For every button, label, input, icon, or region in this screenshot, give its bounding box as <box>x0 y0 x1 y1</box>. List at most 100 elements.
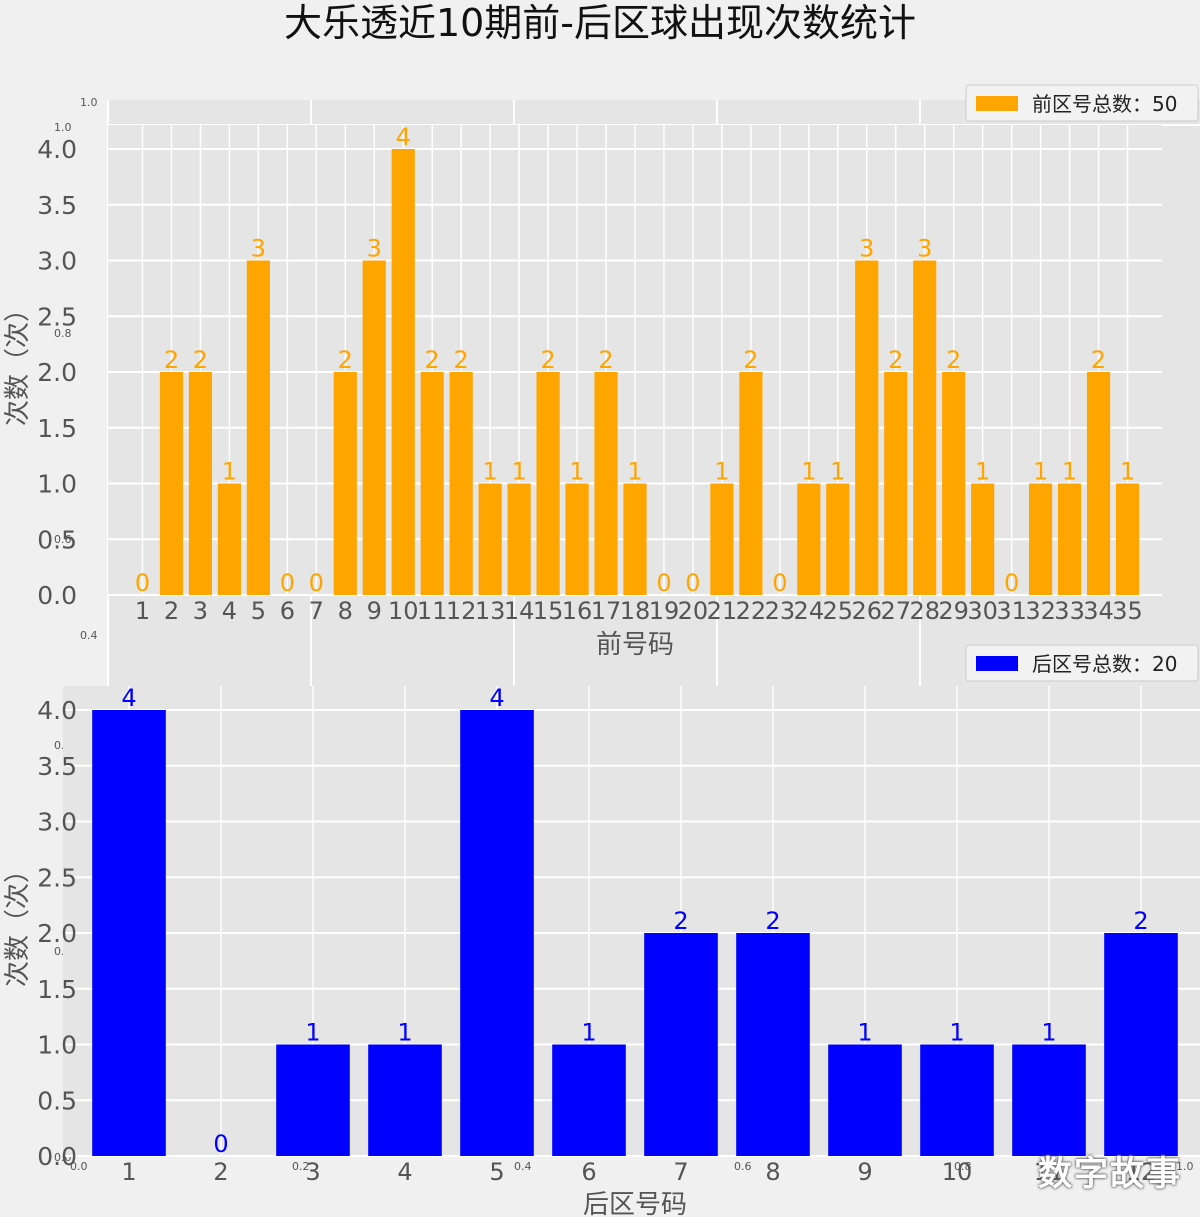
bar <box>362 260 386 595</box>
bar-value-label: 1 <box>397 1019 412 1047</box>
bar <box>333 372 357 595</box>
bar-value-label: 2 <box>946 346 961 374</box>
bar-value-label: 3 <box>859 235 874 263</box>
x-tick-label: 34 <box>1083 597 1114 625</box>
bar-value-label: 1 <box>1041 1019 1056 1047</box>
bar <box>1104 933 1178 1156</box>
bar-value-label: 1 <box>801 458 816 486</box>
x-tick-label: 8 <box>765 1158 780 1186</box>
x-tick-label: 5 <box>489 1158 504 1186</box>
bar <box>391 149 415 595</box>
x-tick-label: 28 <box>909 597 940 625</box>
x-tick-label: 11 <box>1034 1158 1065 1186</box>
bar-value-label: 1 <box>305 1019 320 1047</box>
x-tick-label: 17 <box>591 597 622 625</box>
bar-value-label: 1 <box>975 458 990 486</box>
bar-value-label: 2 <box>888 346 903 374</box>
x-axis-label: 后区号码 <box>583 1190 687 1217</box>
x-tick-label: 18 <box>620 597 651 625</box>
bar <box>420 372 444 595</box>
y-tick-label: 0.0 <box>37 581 77 610</box>
bar-value-label: 2 <box>338 346 353 374</box>
y-tick-label: 2.0 <box>37 919 77 948</box>
x-tick-label: 3 <box>305 1158 320 1186</box>
bar <box>478 483 502 595</box>
x-tick-label: 26 <box>851 597 882 625</box>
legend-box <box>965 84 1199 122</box>
bar <box>246 260 270 595</box>
bar-value-label: 0 <box>309 569 324 597</box>
x-tick-label: 2 <box>164 597 179 625</box>
ghost-tick-label: 0.6 <box>734 1160 752 1173</box>
watermark: 数字故事 <box>1038 1154 1182 1194</box>
bar-value-label: 2 <box>425 346 440 374</box>
bar <box>1012 1044 1086 1156</box>
x-tick-label: 9 <box>367 597 382 625</box>
bar-value-label: 0 <box>656 569 671 597</box>
y-axis-label: 次数（次） <box>3 296 33 426</box>
bar <box>971 483 995 595</box>
y-tick-label: 4.0 <box>37 696 77 725</box>
legend-label: 前区号总数：50 <box>1032 92 1177 116</box>
x-tick-label: 7 <box>309 597 324 625</box>
x-tick-label: 2 <box>213 1158 228 1186</box>
ghost-tick-label: 0.8 <box>954 1160 972 1173</box>
x-tick-label: 33 <box>1054 597 1085 625</box>
x-tick-label: 4 <box>397 1158 412 1186</box>
y-tick-label: 2.5 <box>37 302 77 331</box>
bar-value-label: 1 <box>830 458 845 486</box>
bar-value-label: 1 <box>511 458 526 486</box>
x-tick-label: 5 <box>251 597 266 625</box>
bar <box>217 483 241 595</box>
bar <box>276 1044 350 1156</box>
bar-value-label: 2 <box>540 346 555 374</box>
bar-value-label: 4 <box>489 684 504 712</box>
bar-value-label: 3 <box>917 235 932 263</box>
chart-title: 大乐透近10期前-后区球出现次数统计 <box>283 1 917 45</box>
y-tick-label: 0.5 <box>37 525 77 554</box>
bar <box>942 372 966 595</box>
bar-value-label: 0 <box>685 569 700 597</box>
bar <box>623 483 647 595</box>
x-tick-label: 16 <box>562 597 593 625</box>
x-tick-label: 31 <box>996 597 1027 625</box>
bar <box>536 372 560 595</box>
y-tick-label: 1.0 <box>37 1031 77 1060</box>
bar <box>828 1044 902 1156</box>
y-tick-label: 3.5 <box>37 191 77 220</box>
bar <box>460 710 534 1156</box>
chart-panel-2: 0.00.51.01.52.02.53.03.54.0 4102131445162… <box>3 644 1200 1217</box>
bar <box>1115 483 1140 595</box>
legend-swatch <box>976 656 1018 671</box>
x-tick-label: 35 <box>1112 597 1143 625</box>
ghost-tick-label: 1.0 <box>54 121 72 134</box>
chart-panel-1: 0.00.51.01.52.02.53.03.54.00122231435060… <box>3 84 1199 660</box>
bar <box>644 933 718 1156</box>
bar <box>1086 372 1111 595</box>
y-tick-label: 3.5 <box>37 752 77 781</box>
x-tick-label: 21 <box>707 597 738 625</box>
y-tick-label: 0.5 <box>37 1086 77 1115</box>
x-tick-label: 1 <box>121 1158 136 1186</box>
bar-value-label: 2 <box>765 907 780 935</box>
bar-value-label: 1 <box>581 1019 596 1047</box>
bar-value-label: 1 <box>714 458 729 486</box>
x-tick-label: 4 <box>222 597 237 625</box>
bar <box>736 933 810 1156</box>
bar <box>368 1044 442 1156</box>
bar <box>507 483 531 595</box>
bar-value-label: 1 <box>949 1019 964 1047</box>
ghost-tick-label: 0.0 <box>70 1160 88 1173</box>
bar-value-label: 1 <box>569 458 584 486</box>
bar <box>826 483 850 595</box>
legend-label: 后区号总数：20 <box>1032 652 1177 676</box>
bar-value-label: 4 <box>396 123 411 151</box>
bar-value-label: 2 <box>193 346 208 374</box>
x-tick-label: 14 <box>504 597 535 625</box>
ghost-tick-label: 0.8 <box>54 327 72 340</box>
bar-value-label: 4 <box>121 684 136 712</box>
x-tick-label: 10 <box>942 1158 973 1186</box>
bar-value-label: 2 <box>454 346 469 374</box>
bar-value-label: 0 <box>1004 569 1019 597</box>
x-tick-label: 30 <box>967 597 998 625</box>
